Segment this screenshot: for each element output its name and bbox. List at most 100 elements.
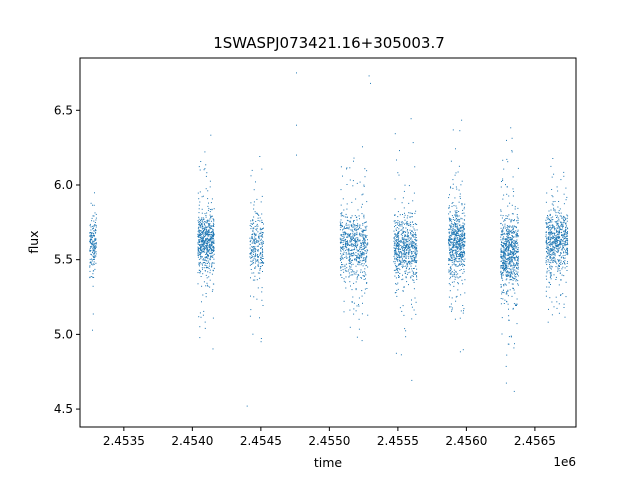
data-point	[343, 226, 345, 228]
data-point	[508, 236, 510, 238]
data-point	[401, 251, 403, 253]
data-point	[205, 246, 207, 248]
data-point	[550, 254, 552, 256]
data-point	[255, 221, 257, 222]
data-point	[203, 231, 205, 233]
data-point	[402, 278, 404, 280]
data-point	[355, 229, 357, 231]
data-point	[454, 318, 456, 320]
data-point	[396, 243, 398, 245]
data-point	[455, 274, 457, 276]
data-point	[355, 241, 356, 243]
data-point	[353, 220, 354, 222]
data-point	[462, 305, 464, 306]
data-point	[199, 326, 201, 328]
data-point	[517, 242, 519, 244]
data-point	[558, 233, 560, 235]
data-point	[208, 276, 210, 278]
data-point	[550, 229, 552, 231]
data-point	[462, 312, 464, 314]
data-point	[412, 241, 414, 243]
data-point	[451, 255, 453, 256]
data-point	[452, 274, 454, 276]
data-point	[341, 213, 343, 215]
data-point	[455, 249, 457, 251]
data-point	[559, 227, 561, 229]
data-point	[412, 242, 414, 244]
data-point	[260, 262, 262, 264]
data-point	[253, 208, 255, 210]
data-point	[411, 239, 413, 241]
data-point	[202, 245, 204, 247]
data-point	[342, 238, 344, 240]
data-point	[259, 277, 261, 279]
data-point	[252, 279, 254, 281]
data-point	[459, 236, 461, 237]
data-point	[553, 257, 555, 259]
data-point	[403, 260, 405, 262]
data-point	[516, 267, 518, 269]
data-point	[456, 276, 458, 278]
data-point	[565, 187, 567, 189]
data-point	[398, 174, 400, 176]
data-point	[559, 246, 561, 248]
data-point	[564, 242, 566, 244]
data-point	[566, 249, 568, 251]
data-point	[91, 232, 92, 234]
data-point	[456, 257, 458, 259]
data-point	[456, 214, 458, 216]
data-point	[505, 247, 507, 249]
data-point	[450, 271, 452, 273]
data-point	[411, 230, 412, 232]
data-point	[255, 212, 257, 214]
data-point	[208, 249, 210, 251]
data-point	[513, 272, 515, 274]
data-point	[567, 215, 569, 217]
data-point	[208, 240, 210, 241]
data-point	[204, 235, 206, 237]
data-point	[363, 241, 365, 243]
data-point	[349, 265, 350, 267]
data-point	[500, 260, 502, 262]
data-point	[416, 268, 418, 270]
data-point	[516, 323, 518, 325]
data-point	[459, 253, 461, 255]
data-point	[209, 239, 211, 241]
data-point	[416, 260, 418, 262]
data-point	[209, 234, 211, 236]
data-point	[557, 237, 559, 239]
data-point	[341, 212, 343, 214]
data-point	[502, 291, 504, 293]
data-point	[546, 243, 548, 245]
data-point	[457, 227, 459, 229]
data-point	[251, 254, 253, 256]
data-point	[355, 241, 357, 242]
data-point	[349, 234, 351, 236]
data-point	[89, 235, 91, 237]
data-point	[563, 230, 565, 232]
data-point	[459, 243, 461, 245]
data-point	[549, 232, 551, 234]
data-point	[205, 267, 207, 269]
data-point	[502, 178, 504, 180]
data-point	[345, 252, 347, 254]
data-point	[351, 301, 353, 303]
data-point	[548, 210, 550, 212]
data-point	[202, 251, 204, 253]
data-point	[341, 247, 343, 249]
data-point	[341, 235, 343, 237]
data-point	[514, 273, 515, 275]
data-point	[560, 225, 562, 227]
data-point	[207, 232, 208, 234]
data-point	[341, 277, 343, 278]
data-point	[414, 239, 416, 240]
data-point	[462, 272, 464, 274]
data-point	[567, 239, 569, 241]
data-point	[401, 237, 403, 239]
data-point	[546, 223, 548, 225]
data-point	[551, 189, 553, 190]
data-point	[555, 222, 557, 224]
data-point	[346, 241, 348, 243]
data-point	[199, 244, 201, 246]
data-point	[94, 222, 96, 223]
